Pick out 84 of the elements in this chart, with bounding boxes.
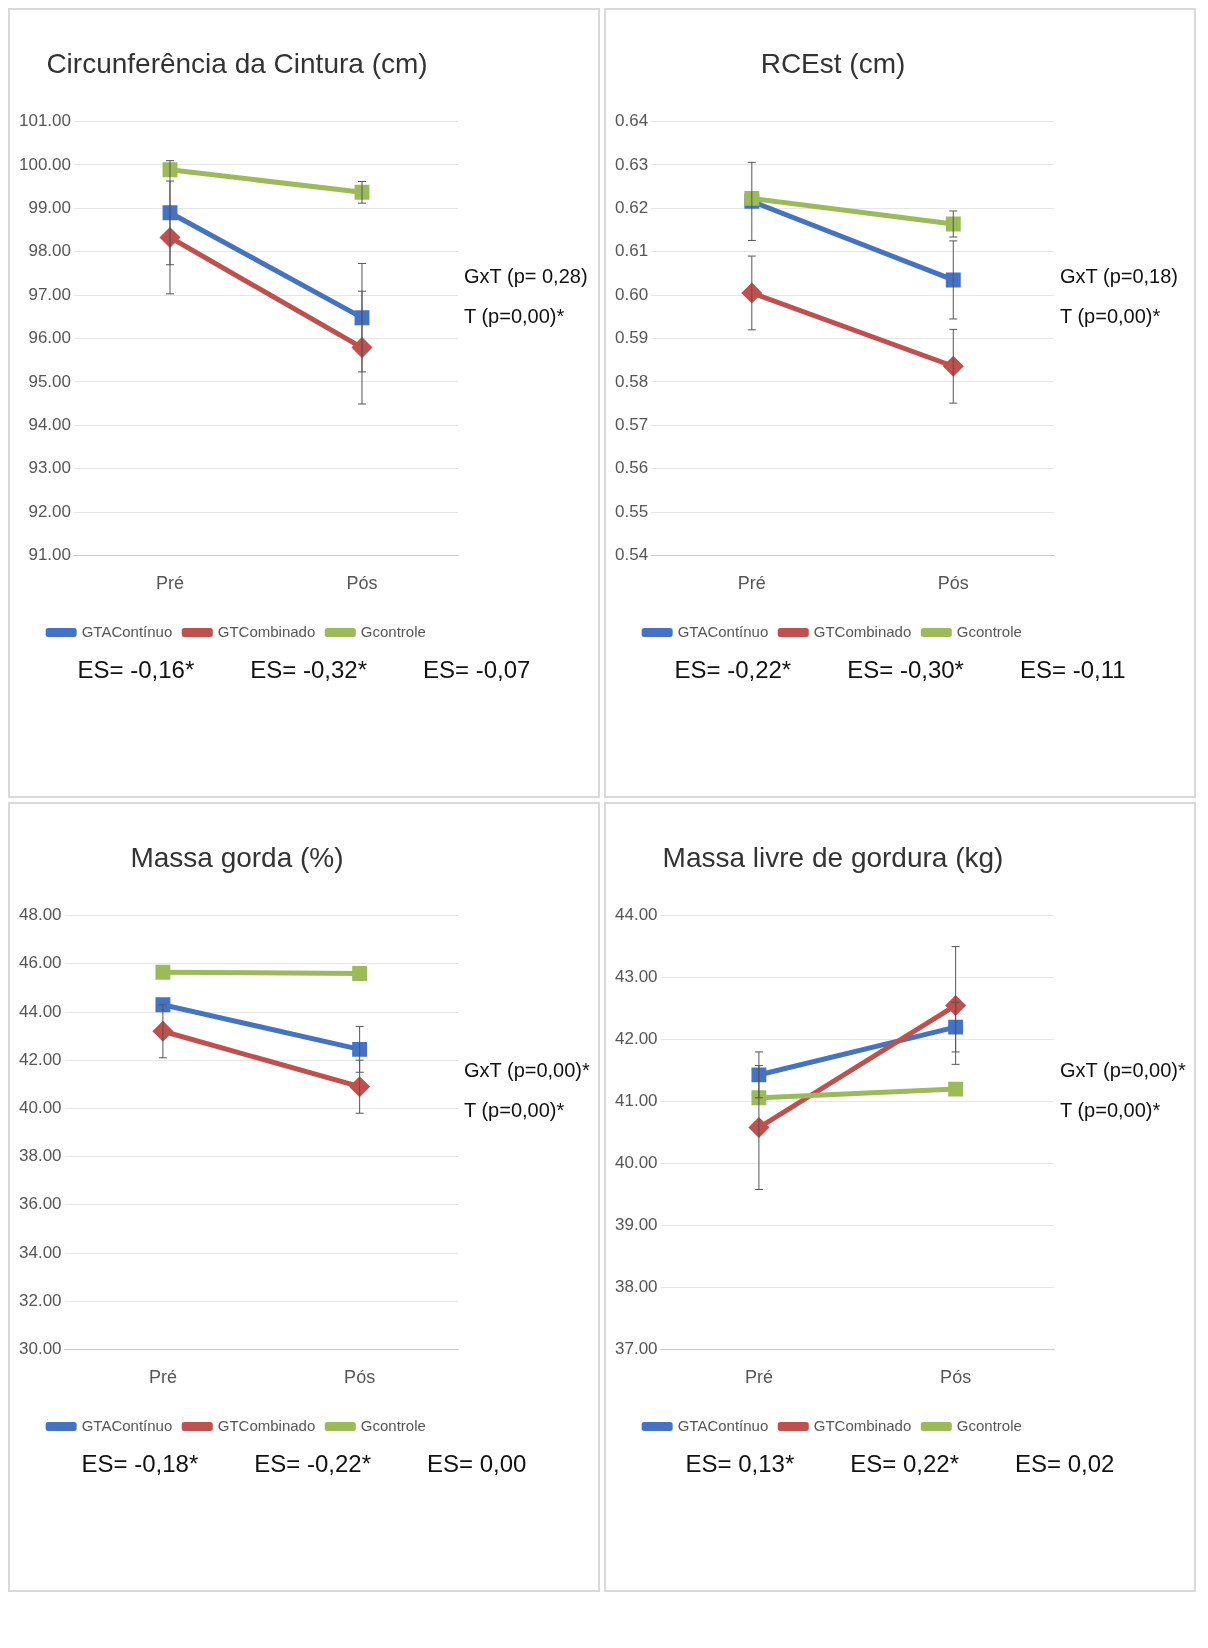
y-tick-label: 30.00	[18, 1339, 62, 1359]
y-tick-label: 98.00	[28, 241, 71, 261]
y-tick-label: 94.00	[28, 414, 71, 434]
legend-label: GTAContínuo	[677, 622, 769, 640]
legend-label: GTCombinado	[813, 622, 912, 640]
legend-label: GTCombinado	[217, 622, 316, 640]
text: T (p=0,00)*	[464, 305, 565, 328]
y-tick-label: 0.63	[614, 154, 649, 174]
y-tick-label: 44.00	[614, 905, 658, 925]
y-tick-label: 44.00	[18, 1001, 62, 1021]
y-tick-label: 32.00	[18, 1290, 62, 1310]
text: ES= 0,13*	[685, 1450, 795, 1478]
text: ES= -0,18*	[81, 1450, 199, 1478]
text: ES= -0,16*	[77, 656, 195, 684]
y-tick-label: 0.56	[614, 458, 649, 478]
y-tick-label: 42.00	[18, 1049, 62, 1069]
y-tick-label: 101.00	[19, 111, 71, 131]
x-tick-label: Pré	[148, 1367, 177, 1388]
text: ES= 0,22*	[850, 1450, 960, 1478]
y-tick-label: 36.00	[18, 1194, 62, 1214]
legend-label: GTCombinado	[217, 1416, 316, 1434]
legend-label: Gcontrole	[956, 1416, 1022, 1434]
y-tick-label: 42.00	[614, 1029, 658, 1049]
y-tick-label: 0.59	[614, 328, 649, 348]
y-tick-label: 46.00	[18, 953, 62, 973]
y-tick-label: 0.61	[614, 241, 649, 261]
y-tick-label: 0.62	[614, 198, 649, 218]
y-tick-label: 43.00	[614, 967, 658, 987]
y-tick-label: 40.00	[18, 1098, 62, 1118]
y-tick-label: 91.00	[28, 545, 71, 565]
y-tick-label: 0.64	[614, 111, 649, 131]
legend-label: Gcontrole	[360, 622, 426, 640]
y-tick-label: 38.00	[614, 1277, 658, 1297]
x-tick-label: Pós	[940, 1367, 972, 1388]
x-tick-label: Pré	[744, 1367, 773, 1388]
x-tick-label: Pós	[937, 573, 969, 594]
legend-label: GTAContínuo	[81, 622, 173, 640]
text: ES= -0,32*	[250, 656, 368, 684]
y-tick-label: 34.00	[18, 1242, 62, 1262]
text: ES= -0,22*	[254, 1450, 372, 1478]
text: ES= 0,02	[1015, 1450, 1115, 1478]
y-tick-label: 0.55	[614, 501, 649, 521]
chart-title: Massa gorda (%)	[130, 841, 344, 873]
y-tick-label: 41.00	[614, 1091, 658, 1111]
chart-title: RCEst (cm)	[760, 47, 906, 79]
y-tick-label: 0.54	[614, 545, 649, 565]
text: GxT (p= 0,28)	[464, 265, 588, 288]
legend-label: Gcontrole	[360, 1416, 426, 1434]
y-tick-label: 100.00	[19, 154, 71, 174]
text: ES= 0,00	[427, 1450, 527, 1478]
legend-label: Gcontrole	[956, 622, 1022, 640]
y-tick-label: 92.00	[28, 501, 71, 521]
chart-title: Circunferência da Cintura (cm)	[46, 47, 428, 79]
legend-label: GTCombinado	[813, 1416, 912, 1434]
chart-title: Massa livre de gordura (kg)	[662, 841, 1004, 873]
y-tick-label: 0.60	[614, 284, 649, 304]
x-tick-label: Pós	[346, 573, 378, 594]
text: T (p=0,00)*	[1060, 305, 1161, 328]
legend-label: GTAContínuo	[81, 1416, 173, 1434]
y-tick-label: 97.00	[28, 284, 71, 304]
y-tick-label: 0.58	[614, 371, 649, 391]
y-tick-label: 48.00	[18, 905, 62, 925]
y-tick-label: 95.00	[28, 371, 71, 391]
text: GxT (p=0,18)	[1060, 265, 1179, 288]
y-tick-label: 93.00	[28, 458, 71, 478]
y-tick-label: 99.00	[28, 198, 71, 218]
text: ES= -0,11	[1019, 656, 1126, 684]
legend-label: GTAContínuo	[677, 1416, 769, 1434]
text: ES= -0,30*	[847, 656, 964, 684]
text: ES= -0,22*	[674, 656, 792, 684]
x-tick-label: Pós	[344, 1367, 376, 1388]
text: GxT (p=0,00)*	[1060, 1059, 1187, 1082]
y-tick-label: 0.57	[614, 414, 649, 434]
y-tick-label: 38.00	[18, 1146, 62, 1166]
text: ES= -0,07	[423, 656, 531, 684]
x-tick-label: Pré	[737, 573, 766, 594]
text: GxT (p=0,00)*	[464, 1059, 591, 1082]
y-tick-label: 40.00	[614, 1153, 658, 1173]
text: T (p=0,00)*	[1060, 1099, 1161, 1122]
text: T (p=0,00)*	[464, 1099, 565, 1122]
y-tick-label: 37.00	[614, 1339, 658, 1359]
x-tick-label: Pré	[155, 573, 184, 594]
y-tick-label: 96.00	[28, 328, 71, 348]
y-tick-label: 39.00	[614, 1215, 658, 1235]
